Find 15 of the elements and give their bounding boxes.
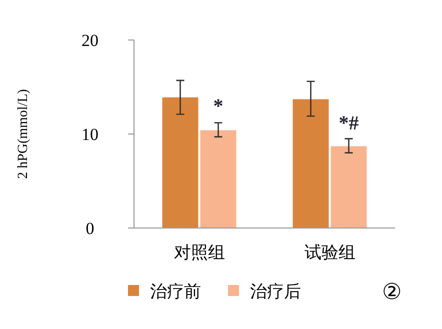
legend-label: 治疗后	[250, 282, 301, 301]
annotation: *	[213, 95, 224, 118]
y-axis-title: 2 hPG(mmol/L)	[16, 88, 31, 179]
y-tick-label: 20	[82, 31, 98, 50]
bar	[162, 97, 198, 228]
y-tick-label: 0	[86, 219, 94, 238]
legend-label: 治疗前	[150, 282, 201, 301]
y-tick-label: 10	[82, 125, 98, 144]
annotation: *#	[338, 112, 359, 134]
text: ②	[382, 279, 402, 304]
bar	[292, 99, 329, 228]
x-tick-label: 试验组	[304, 243, 356, 262]
bar	[330, 146, 367, 228]
x-tick-label: 对照组	[174, 243, 225, 262]
bar	[200, 130, 236, 228]
